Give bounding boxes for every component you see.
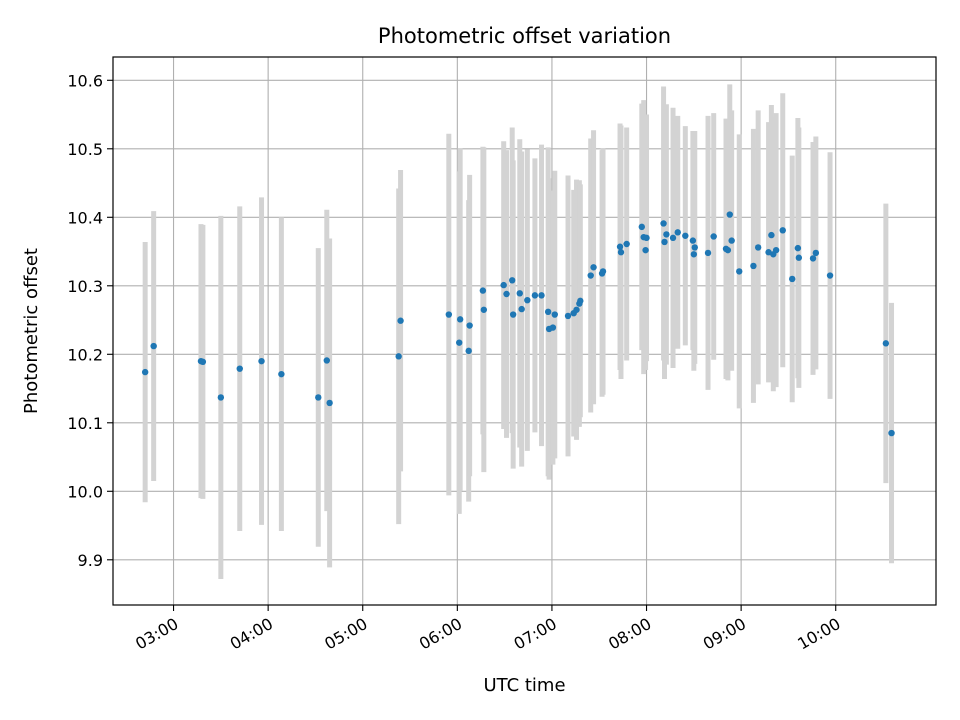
data-point xyxy=(750,262,757,270)
data-point xyxy=(779,227,786,234)
data-point xyxy=(690,251,698,258)
y-axis: 9.9 10.0 10.1 10.2 10.3 10.4 10.5 10.6 xyxy=(67,71,113,570)
data-point xyxy=(509,311,517,318)
data-point xyxy=(704,249,712,257)
data-point xyxy=(642,246,649,254)
data-point xyxy=(888,429,895,437)
data-point xyxy=(623,240,630,248)
y-axis-label: Photometric offset xyxy=(21,248,42,414)
y-tick-label: 10.0 xyxy=(67,482,103,501)
data-point xyxy=(549,324,557,331)
data-point xyxy=(826,272,834,279)
data-point xyxy=(661,238,668,246)
grid-lines xyxy=(113,57,936,605)
data-point xyxy=(395,353,402,360)
data-point xyxy=(689,237,697,244)
y-tick-label: 10.4 xyxy=(67,208,103,227)
data-point xyxy=(480,306,488,313)
data-point xyxy=(518,305,525,313)
data-point xyxy=(278,370,285,378)
data-point xyxy=(795,254,803,261)
data-point xyxy=(456,339,463,346)
plot-frame xyxy=(112,56,937,606)
data-point xyxy=(736,268,743,275)
data-point xyxy=(726,211,733,218)
data-point xyxy=(772,246,780,254)
data-point xyxy=(323,357,330,364)
data-point xyxy=(326,399,333,407)
data-point xyxy=(531,292,539,299)
data-point xyxy=(809,255,817,262)
data-point xyxy=(516,290,523,297)
data-point xyxy=(754,244,762,251)
y-tick-label: 10.1 xyxy=(67,414,103,433)
y-tick-label: 10.5 xyxy=(67,140,103,159)
data-point xyxy=(616,243,624,250)
data-point xyxy=(551,311,558,318)
data-point xyxy=(691,244,698,251)
data-point xyxy=(397,317,404,324)
data-point xyxy=(617,249,625,256)
data-point xyxy=(445,311,453,318)
data-point xyxy=(590,264,597,271)
data-point xyxy=(682,232,689,239)
data-point xyxy=(724,246,732,254)
data-point xyxy=(199,358,207,366)
y-tick-label: 10.2 xyxy=(67,345,103,364)
data-point xyxy=(768,231,775,239)
data-point xyxy=(882,340,890,347)
data-point xyxy=(663,231,670,238)
data-point xyxy=(789,275,796,283)
data-point xyxy=(150,342,157,350)
data-point xyxy=(794,244,802,252)
data-point xyxy=(638,223,646,231)
data-point xyxy=(710,233,717,240)
data-point xyxy=(500,281,507,289)
x-axis-label: UTC time xyxy=(483,675,565,696)
data-point xyxy=(315,394,322,401)
data-point xyxy=(573,306,580,313)
data-point xyxy=(538,292,545,299)
data-point xyxy=(503,290,510,298)
data-point xyxy=(141,368,149,376)
data-point xyxy=(728,237,735,244)
data-point xyxy=(577,297,584,305)
y-tick-label: 10.6 xyxy=(67,71,103,90)
data-point xyxy=(509,277,516,284)
data-point xyxy=(544,308,552,316)
data-point xyxy=(587,272,594,279)
data-point xyxy=(643,234,650,242)
data-point xyxy=(236,365,243,372)
data-point xyxy=(564,312,572,320)
chart-title: Photometric offset variation xyxy=(378,24,671,48)
data-point xyxy=(524,296,531,304)
data-point xyxy=(258,357,265,365)
data-point xyxy=(456,316,464,323)
y-tick-label: 9.9 xyxy=(78,551,103,570)
data-point xyxy=(812,249,820,257)
data-points xyxy=(141,211,895,437)
y-tick-label: 10.3 xyxy=(67,277,103,296)
data-point xyxy=(669,234,677,242)
data-point xyxy=(599,268,607,275)
data-point xyxy=(660,220,667,227)
data-point xyxy=(465,347,472,355)
data-point xyxy=(466,322,473,329)
data-point xyxy=(217,394,225,401)
data-point xyxy=(674,229,681,236)
data-point xyxy=(479,287,487,294)
